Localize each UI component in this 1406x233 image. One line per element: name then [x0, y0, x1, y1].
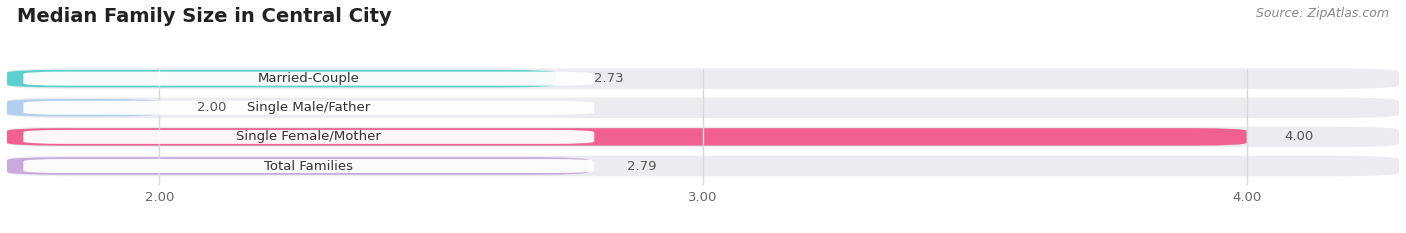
FancyBboxPatch shape	[24, 159, 595, 173]
FancyBboxPatch shape	[7, 98, 1399, 118]
Text: 4.00: 4.00	[1285, 130, 1315, 143]
FancyBboxPatch shape	[7, 99, 159, 116]
Text: Median Family Size in Central City: Median Family Size in Central City	[17, 7, 392, 26]
FancyBboxPatch shape	[7, 156, 1399, 176]
Text: Single Male/Father: Single Male/Father	[247, 101, 370, 114]
Text: 2.00: 2.00	[197, 101, 226, 114]
Text: Married-Couple: Married-Couple	[257, 72, 360, 85]
FancyBboxPatch shape	[7, 128, 1247, 146]
FancyBboxPatch shape	[24, 72, 595, 86]
FancyBboxPatch shape	[7, 70, 557, 87]
FancyBboxPatch shape	[24, 130, 595, 144]
Text: Total Families: Total Families	[264, 160, 353, 172]
Text: Single Female/Mother: Single Female/Mother	[236, 130, 381, 143]
FancyBboxPatch shape	[7, 69, 1399, 89]
Text: Source: ZipAtlas.com: Source: ZipAtlas.com	[1256, 7, 1389, 20]
FancyBboxPatch shape	[24, 101, 595, 115]
FancyBboxPatch shape	[7, 127, 1399, 147]
Text: 2.73: 2.73	[595, 72, 624, 85]
FancyBboxPatch shape	[7, 157, 589, 175]
Text: 2.79: 2.79	[627, 160, 657, 172]
